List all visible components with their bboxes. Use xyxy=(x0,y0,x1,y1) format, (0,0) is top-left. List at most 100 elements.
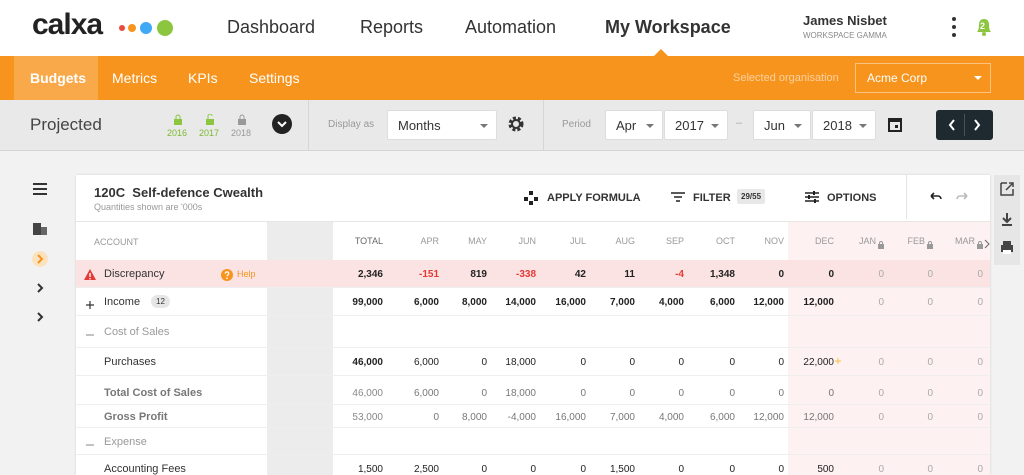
value-cell: 0 xyxy=(927,411,933,423)
year[interactable]: 2017 xyxy=(199,128,220,138)
column-header: JUN xyxy=(518,236,537,246)
value-cell[interactable]: 0 xyxy=(729,357,735,368)
side-icons[interactable] xyxy=(30,180,50,330)
expand-button[interactable] xyxy=(272,114,292,134)
value-cell: 0 xyxy=(977,269,983,280)
logo[interactable]: calxa xyxy=(32,8,103,41)
value-cell[interactable]: -338 xyxy=(515,269,536,280)
value-cell[interactable]: 12,000 xyxy=(803,411,834,423)
value-cell[interactable]: 6,000 xyxy=(413,387,439,399)
column-header: TOTAL xyxy=(354,236,383,246)
value-cell: 0 xyxy=(878,387,884,399)
undo-redo[interactable] xyxy=(929,191,969,203)
year[interactable]: 2018 xyxy=(231,128,252,138)
total-cell: 99,000 xyxy=(352,297,383,308)
value-cell[interactable]: 4,000 xyxy=(658,411,684,423)
tab[interactable]: Settings xyxy=(249,70,300,86)
help-link[interactable]: Help xyxy=(237,269,256,279)
value-cell[interactable]: 0 xyxy=(580,357,586,368)
value-cell[interactable]: 0 xyxy=(778,387,784,399)
calendar-icon[interactable] xyxy=(888,116,902,132)
options-button[interactable]: OPTIONS xyxy=(827,192,877,204)
tab[interactable]: KPIs xyxy=(188,70,218,86)
value-cell[interactable]: 18,000 xyxy=(505,387,536,399)
account-label[interactable]: Purchases xyxy=(104,356,156,368)
value-cell[interactable]: 0 xyxy=(678,387,684,399)
value-cell[interactable]: 11 xyxy=(624,269,635,280)
value-cell[interactable]: 6,000 xyxy=(709,411,735,423)
active-tab-bg xyxy=(14,56,98,100)
account-label[interactable]: Gross Profit xyxy=(104,410,168,423)
to-year-select[interactable]: 2018 xyxy=(812,110,876,140)
value-cell[interactable]: 819 xyxy=(470,269,487,280)
value-cell[interactable]: 12,000 xyxy=(803,297,834,308)
value-cell[interactable]: 7,000 xyxy=(609,411,635,423)
account-label[interactable]: Total Cost of Sales xyxy=(104,386,203,399)
account-label[interactable]: Income xyxy=(104,296,141,308)
value-cell[interactable]: -4,000 xyxy=(507,411,536,423)
value-cell[interactable]: 8,000 xyxy=(461,297,487,308)
nav-item-active[interactable]: My Workspace xyxy=(605,17,731,37)
lock-icon xyxy=(977,236,983,249)
value-cell[interactable]: 0 xyxy=(778,357,784,368)
nav-item[interactable]: Reports xyxy=(360,17,424,37)
value-cell[interactable]: 1,348 xyxy=(709,269,735,280)
tab[interactable]: Metrics xyxy=(112,70,158,86)
value-cell[interactable]: 0 xyxy=(580,387,586,399)
value-cell[interactable]: 0 xyxy=(433,411,439,423)
value-cell[interactable]: 16,000 xyxy=(555,297,586,308)
value-cell[interactable]: 8,000 xyxy=(461,411,487,423)
value-cell: 0 xyxy=(977,411,983,423)
account-label[interactable]: Discrepancy xyxy=(104,268,165,280)
value-cell[interactable]: 6,000 xyxy=(709,297,735,308)
value-cell[interactable]: 4,000 xyxy=(658,297,684,308)
bell-icon[interactable] xyxy=(974,16,994,38)
user-name[interactable]: James Nisbet xyxy=(803,13,887,28)
value-cell[interactable]: 22,000 xyxy=(803,357,834,368)
value-cell[interactable]: 0 xyxy=(481,357,487,368)
from-year-select[interactable]: 2017 xyxy=(664,110,728,140)
value-cell[interactable]: 0 xyxy=(481,387,487,399)
apply-formula-button[interactable]: APPLY FORMULA xyxy=(547,192,641,204)
value-cell[interactable]: 12,000 xyxy=(753,297,784,308)
value-cell: 0 xyxy=(878,411,884,423)
value-cell[interactable]: -4 xyxy=(675,269,684,280)
value-cell[interactable]: 0 xyxy=(678,357,684,368)
value-cell[interactable]: 14,000 xyxy=(505,297,536,308)
right-tools[interactable] xyxy=(994,175,1020,265)
value-cell[interactable]: 6,000 xyxy=(413,297,439,308)
settings-icon[interactable] xyxy=(508,116,524,132)
nav-item[interactable]: Automation xyxy=(465,17,557,37)
display-select[interactable]: Months xyxy=(387,110,497,140)
lock-icons xyxy=(174,114,246,125)
value-cell[interactable]: 0 xyxy=(729,387,735,399)
to-year: 2018 xyxy=(823,118,852,133)
tab[interactable]: Budgets xyxy=(30,70,86,86)
value-cell[interactable]: 12,000 xyxy=(753,411,784,423)
from-month-select[interactable]: Apr xyxy=(605,110,663,140)
value-cell[interactable]: 7,000 xyxy=(609,297,635,308)
divider xyxy=(308,100,309,150)
value-cell[interactable]: 0 xyxy=(629,387,635,399)
column-header: MAY xyxy=(468,236,487,246)
year[interactable]: 2016 xyxy=(167,128,188,138)
value-cell[interactable]: 0 xyxy=(778,269,784,280)
value-cell[interactable]: 6,000 xyxy=(413,357,439,368)
value-cell[interactable]: 18,000 xyxy=(505,357,536,368)
value-cell[interactable]: 0 xyxy=(828,269,834,280)
column-header: JUL xyxy=(569,236,586,246)
period-nav[interactable] xyxy=(936,110,993,140)
value-cell[interactable]: 0 xyxy=(629,357,635,368)
value-cell[interactable]: 0 xyxy=(828,387,834,399)
value-cell[interactable]: 16,000 xyxy=(555,411,586,423)
nav-item[interactable]: Dashboard xyxy=(227,17,316,37)
org-select[interactable]: Acme Corp xyxy=(855,63,991,93)
to-month-select[interactable]: Jun xyxy=(753,110,811,140)
value-cell[interactable]: -151 xyxy=(418,269,439,280)
value-cell[interactable]: 42 xyxy=(574,269,586,280)
account-label[interactable]: Accounting Fees xyxy=(104,463,186,475)
filter-button[interactable]: FILTER xyxy=(693,192,731,204)
menu-icon[interactable] xyxy=(950,16,958,38)
display-label: Display as xyxy=(328,119,375,130)
